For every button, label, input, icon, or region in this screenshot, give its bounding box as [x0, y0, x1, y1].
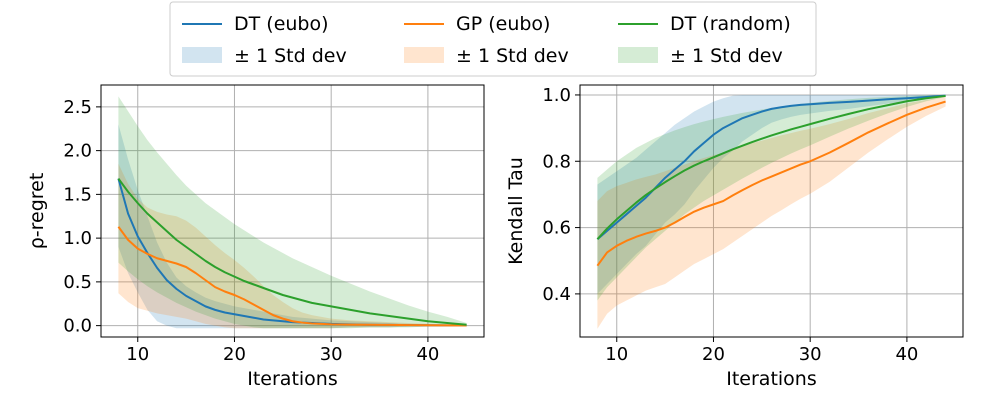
legend-swatch-dt-random-band [618, 47, 658, 63]
x-tick-label: 10 [605, 344, 628, 365]
legend-swatch-gp-eubo-band [404, 47, 444, 63]
y-tick-label: 0.8 [542, 151, 571, 172]
x-tick-label: 40 [895, 344, 918, 365]
y-tick-label: 0.0 [63, 316, 92, 337]
legend: DT (eubo) GP (eubo) DT (random) ± 1 Std … [169, 1, 817, 77]
legend-label-dt-eubo: DT (eubo) [234, 13, 329, 35]
x-tick-label: 30 [799, 344, 822, 365]
x-tick-label: 30 [320, 344, 343, 365]
y-tick-label: 0.5 [63, 272, 92, 293]
axes-frame [579, 84, 964, 338]
band-dt-eubo [118, 124, 467, 329]
kendall-tau-chart: 10 20 30 40 0.4 0.6 0.8 1.0 Iterations Kendall Ta… [505, 84, 964, 390]
x-tick-label: 10 [126, 344, 149, 365]
series-line-gp-eubo [596, 100, 946, 267]
legend-frame [169, 1, 817, 77]
y-axis-label: Kendall Tau [505, 157, 527, 265]
band-dt-random [597, 94, 946, 301]
axes-frame [100, 84, 485, 338]
y-tick-label: 1.0 [63, 228, 92, 249]
x-axis-label: Iterations [247, 368, 338, 390]
x-axis-label: Iterations [726, 368, 817, 390]
band-dt-random [118, 96, 467, 329]
legend-label-gp-eubo-band: ± 1 Std dev [456, 45, 569, 67]
y-tick-label: 2.5 [63, 97, 92, 118]
y-tick-label: 2.0 [63, 141, 92, 162]
regret-chart: 10 20 30 40 0.0 0.5 1.0 1.5 2.0 2.5 Iterations ρ-re… [26, 84, 485, 390]
legend-label-gp-eubo: GP (eubo) [456, 13, 550, 35]
legend-label-dt-random-band: ± 1 Std dev [670, 45, 783, 67]
y-tick-label: 0.4 [542, 284, 571, 305]
series-line-dt-random [117, 178, 467, 326]
y-axis-label: ρ-regret [26, 173, 48, 250]
band-dt-eubo [597, 94, 946, 294]
y-tick-label: 0.6 [542, 218, 571, 239]
band-gp-eubo [118, 163, 467, 329]
series-line-dt-random [596, 94, 946, 240]
legend-swatch-dt-eubo-band [182, 47, 222, 63]
y-tick-label: 1.0 [542, 85, 571, 106]
x-tick-label: 20 [702, 344, 725, 365]
y-tick-label: 1.5 [63, 184, 92, 205]
series-line-gp-eubo [117, 226, 467, 327]
band-gp-eubo [597, 96, 946, 329]
x-tick-label: 40 [416, 344, 439, 365]
legend-label-dt-random: DT (random) [670, 13, 791, 35]
series-line-dt-eubo [596, 94, 946, 240]
legend-label-dt-eubo-band: ± 1 Std dev [234, 45, 347, 67]
x-tick-label: 20 [223, 344, 246, 365]
